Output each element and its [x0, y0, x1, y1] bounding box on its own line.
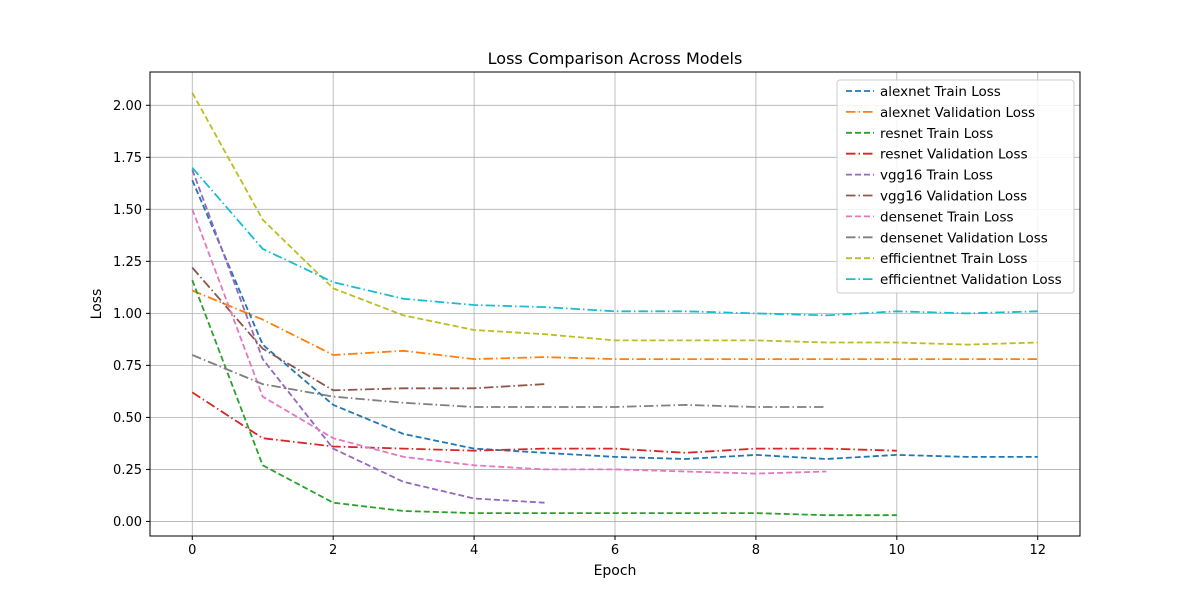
x-tick-label: 4 [470, 543, 478, 558]
y-tick-label: 1.50 [113, 203, 142, 218]
x-tick-label: 10 [889, 543, 906, 558]
legend-entry-label: resnet Validation Loss [880, 147, 1028, 163]
series-line-vgg16-validation-loss [191, 267, 545, 392]
x-tick-label: 6 [611, 543, 619, 558]
x-tick-label: 2 [329, 543, 337, 558]
y-tick-label: 1.75 [113, 151, 142, 166]
series-line-efficientnet-validation-loss [191, 167, 1038, 317]
legend: alexnet Train Loss alexnet Validation Los… [836, 79, 1075, 294]
y-axis-label: Loss [89, 289, 105, 320]
legend-box [836, 79, 1075, 294]
series-line-densenet-validation-loss [191, 354, 827, 408]
series-line-resnet-validation-loss [191, 391, 897, 454]
x-tick-label: 0 [188, 543, 196, 558]
y-tick-label: 1.25 [113, 255, 142, 270]
legend-entry-label: densenet Validation Loss [880, 230, 1048, 246]
y-tick-label: 0.25 [113, 463, 142, 478]
series-lines [191, 92, 1038, 517]
legend-entry-label: densenet Train Loss [880, 209, 1014, 225]
series-line-alexnet-validation-loss [191, 289, 1038, 361]
x-axis-label: Epoch [594, 563, 637, 579]
series-line-densenet-train-loss [191, 208, 827, 475]
legend-entry-label: alexnet Validation Loss [880, 105, 1035, 121]
legend-entry-label: resnet Train Loss [880, 126, 993, 142]
y-tick-label: 0.50 [113, 411, 142, 426]
series-line-alexnet-train-loss [191, 179, 1038, 460]
series-line-vgg16-train-loss [191, 169, 545, 504]
series-line-resnet-train-loss [191, 279, 897, 517]
y-tick-label: 0.00 [113, 515, 142, 530]
y-tick-label: 2.00 [113, 99, 142, 114]
chart-title: Loss Comparison Across Models [488, 49, 743, 68]
series-line-efficientnet-train-loss [191, 92, 1038, 346]
legend-entry-label: vgg16 Train Loss [880, 168, 993, 184]
legend-entry-label: alexnet Train Loss [880, 84, 1001, 100]
y-tick-label: 1.00 [113, 307, 142, 322]
grid [150, 72, 1080, 536]
x-tick-label: 8 [752, 543, 760, 558]
legend-entry-label: efficientnet Validation Loss [880, 272, 1062, 288]
legend-entry-label: efficientnet Train Loss [880, 251, 1027, 267]
y-tick-label: 0.75 [113, 359, 142, 374]
x-tick-label: 12 [1029, 543, 1046, 558]
axis-ticks: 0 2 4 6 8 10 12 0.00 0.25 0.50 0.75 1.00 1.25 1.50 1.7… [113, 99, 1046, 558]
legend-entry-label: vgg16 Validation Loss [880, 189, 1027, 205]
